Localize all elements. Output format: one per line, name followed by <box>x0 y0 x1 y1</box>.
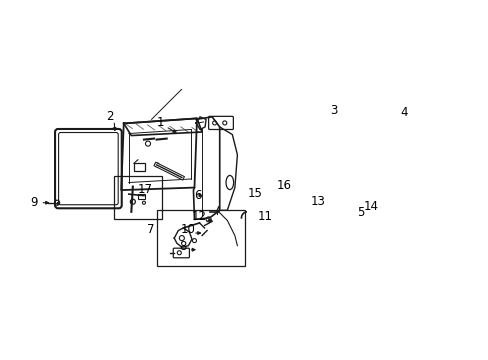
Bar <box>113 176 162 219</box>
Text: 13: 13 <box>310 195 325 208</box>
Bar <box>134 163 144 171</box>
Text: 6: 6 <box>194 189 202 202</box>
Text: 1: 1 <box>157 116 164 130</box>
Text: 15: 15 <box>247 186 262 200</box>
Text: 4: 4 <box>400 106 407 119</box>
Text: 8: 8 <box>179 240 187 253</box>
Text: 2: 2 <box>106 111 114 123</box>
Text: 5: 5 <box>357 206 364 219</box>
Text: 3: 3 <box>329 104 336 117</box>
Text: 9: 9 <box>31 196 38 209</box>
Text: 14: 14 <box>363 200 378 213</box>
Text: 10: 10 <box>180 223 195 236</box>
Text: 16: 16 <box>276 179 291 192</box>
Bar <box>156 210 244 266</box>
Text: 11: 11 <box>257 210 272 223</box>
Text: 12: 12 <box>192 210 206 223</box>
Text: 7: 7 <box>146 223 154 236</box>
Bar <box>138 194 144 199</box>
Text: 17: 17 <box>137 183 152 195</box>
